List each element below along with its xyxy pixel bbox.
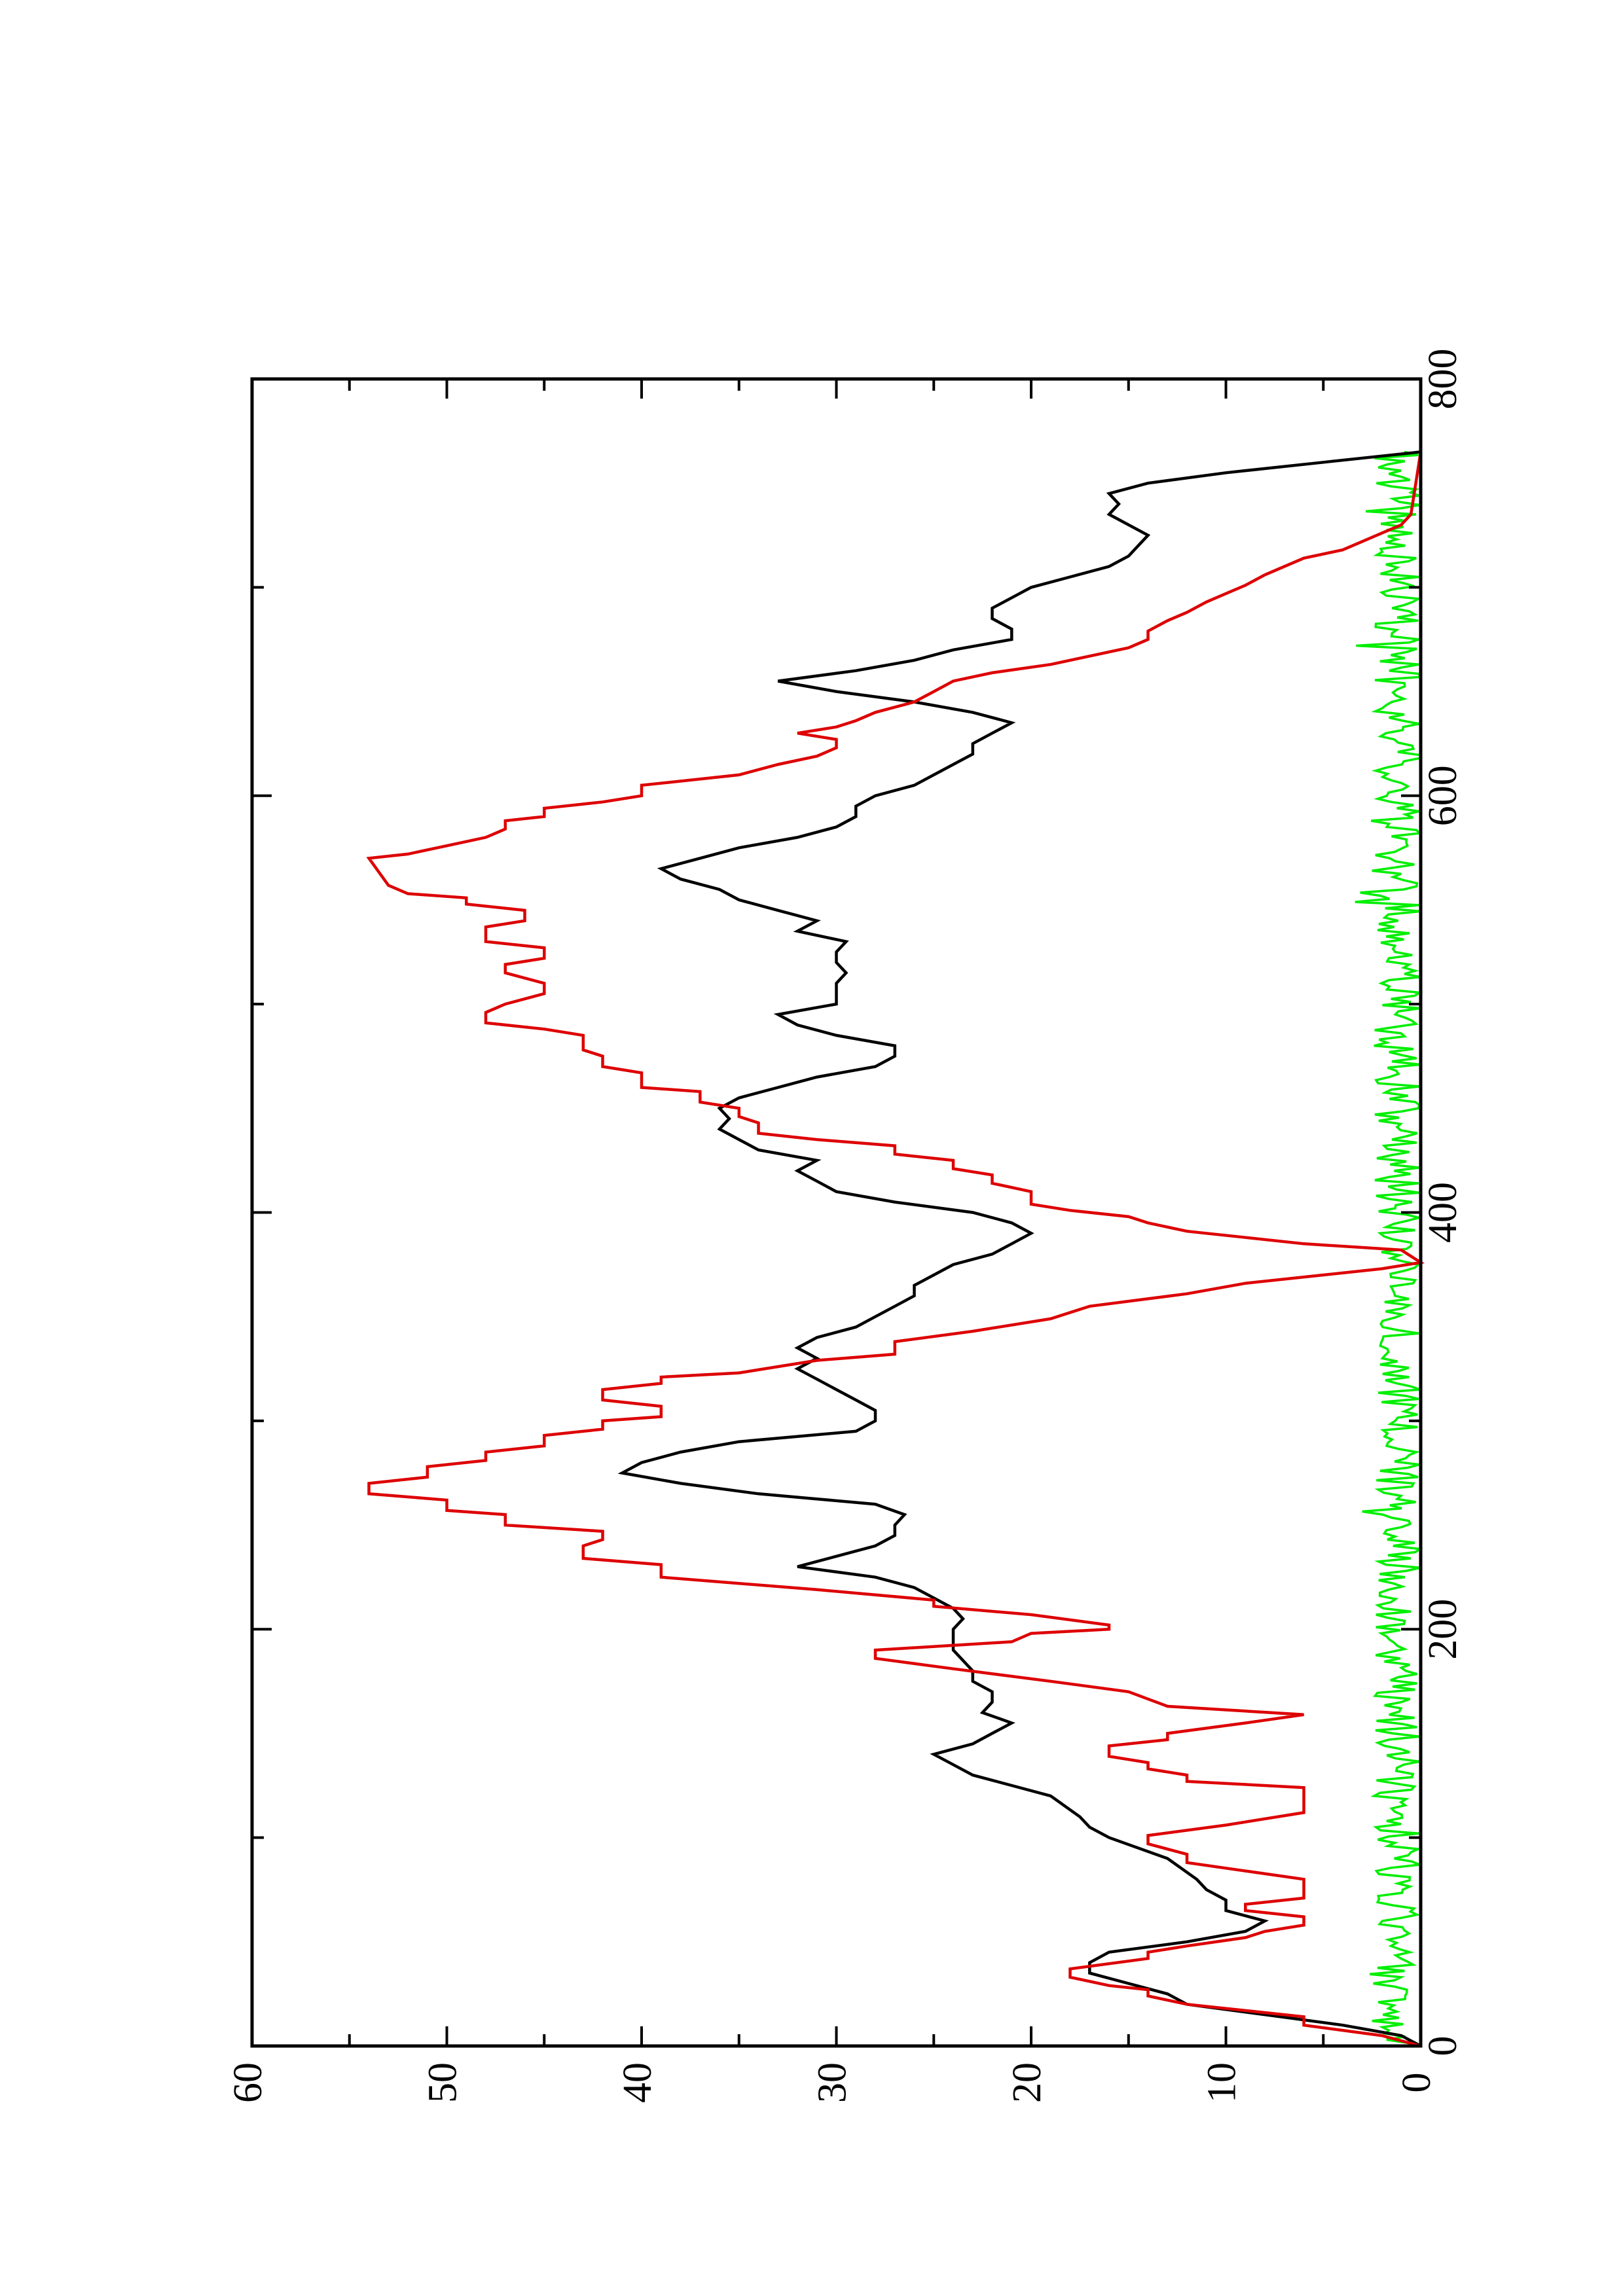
y-tick-label: 30 <box>811 2062 855 2103</box>
series-line-red <box>366 452 1425 2048</box>
label-layer: 0 200 400 600 800 0 10 20 30 40 50 60 <box>226 349 1465 2104</box>
y-tick-label: 0 <box>1395 2073 1439 2093</box>
series-line-black <box>617 450 1422 2047</box>
y-tick-label: 10 <box>1200 2062 1245 2103</box>
series-layer <box>366 450 1425 2048</box>
y-tick-label: 20 <box>1005 2062 1049 2103</box>
plot-frame <box>250 377 1423 2048</box>
series-line-green <box>1355 450 1423 2047</box>
x-tick-label: 600 <box>1421 765 1465 826</box>
y-tick-label: 40 <box>615 2062 660 2103</box>
y-tick-label: 60 <box>226 2062 270 2103</box>
tick-layer <box>251 378 1422 2047</box>
x-tick-label: 0 <box>1421 2036 1465 2056</box>
y-tick-label: 50 <box>421 2062 465 2103</box>
x-tick-label: 200 <box>1421 1599 1465 1660</box>
x-tick-label: 400 <box>1421 1182 1465 1243</box>
x-tick-label: 800 <box>1421 349 1465 410</box>
